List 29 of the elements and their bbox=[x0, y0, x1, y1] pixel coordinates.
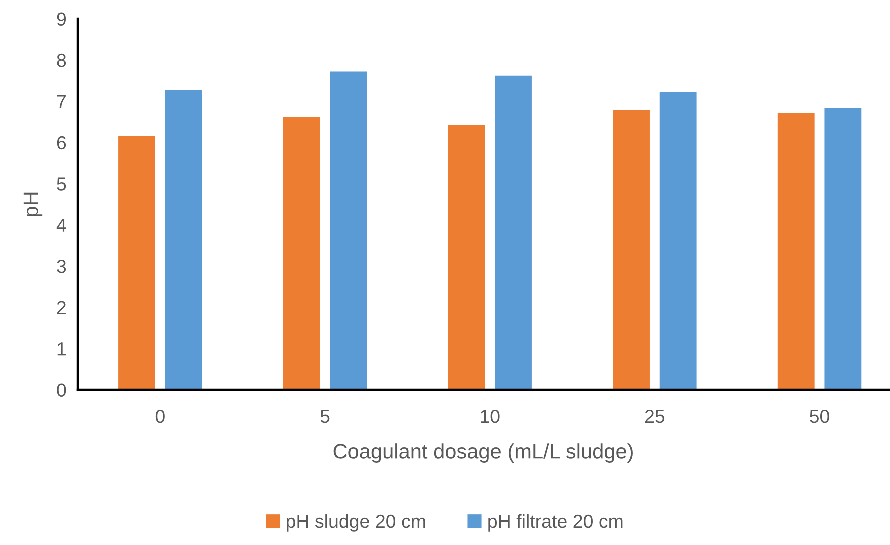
y-tick-label: 7 bbox=[57, 95, 66, 108]
x-tick-label: 10 bbox=[481, 410, 500, 424]
x-axis-title: Coagulant dosage (mL/L sludge) bbox=[334, 444, 633, 464]
y-tick-label: 1 bbox=[58, 342, 66, 356]
bar bbox=[165, 90, 202, 390]
legend-label: pH filtrate 20 cm bbox=[488, 514, 623, 532]
bar bbox=[283, 118, 320, 390]
y-tick-label: 5 bbox=[57, 178, 66, 191]
bar bbox=[613, 110, 650, 390]
x-tick-label: 0 bbox=[156, 410, 165, 424]
y-tick-label: 4 bbox=[56, 219, 66, 232]
bar bbox=[778, 112, 815, 390]
bar bbox=[330, 72, 368, 390]
bar bbox=[660, 92, 697, 390]
bar bbox=[824, 108, 862, 390]
y-axis-title: pH bbox=[24, 192, 43, 216]
bar bbox=[118, 136, 156, 390]
x-tick-label: 25 bbox=[645, 410, 665, 424]
bar bbox=[448, 124, 486, 390]
legend-label: pH sludge 20 cm bbox=[286, 514, 426, 532]
x-tick-label: 50 bbox=[810, 410, 830, 424]
y-tick-label: 2 bbox=[57, 301, 66, 314]
y-tick-label: 9 bbox=[57, 12, 66, 26]
y-tick-label: 3 bbox=[57, 260, 66, 274]
y-tick-label: 8 bbox=[57, 54, 66, 68]
y-tick-label: 0 bbox=[57, 384, 66, 397]
x-tick-label: 5 bbox=[320, 410, 330, 424]
bar bbox=[495, 76, 532, 390]
y-tick-label: 6 bbox=[57, 136, 66, 150]
